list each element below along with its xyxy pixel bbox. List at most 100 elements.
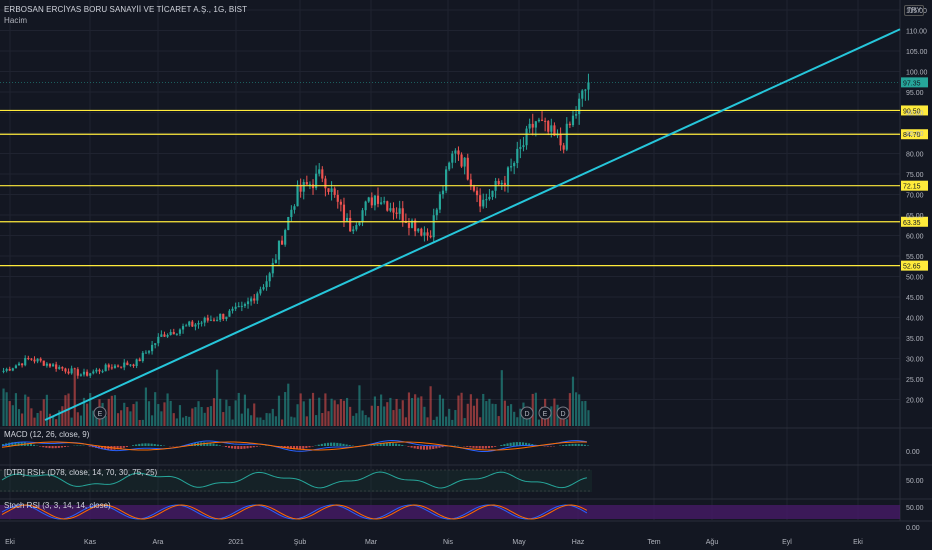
candle-body <box>370 197 373 206</box>
volume-bar <box>506 405 510 426</box>
candle-body <box>92 371 95 374</box>
candle-body <box>86 371 89 376</box>
macd-line <box>1 440 587 452</box>
event-marker[interactable] <box>556 406 570 420</box>
candle-body <box>216 319 219 321</box>
event-marker[interactable] <box>93 406 107 420</box>
rsi-label[interactable]: [DTR] RSI+ (D78, close, 14, 70, 30, 75, … <box>4 468 158 477</box>
candle-body <box>441 190 445 195</box>
candle-body <box>58 367 61 369</box>
level-badge-label: 72.15 <box>903 184 921 191</box>
macd-histogram-bar <box>494 446 497 447</box>
volume-bar <box>565 419 568 426</box>
macd-histogram-bar <box>339 443 342 446</box>
date-tick: Ara <box>153 539 164 546</box>
candle-body <box>522 145 525 148</box>
candle-body <box>497 180 500 185</box>
candle-body <box>120 366 123 368</box>
macd-signal-line <box>1 441 587 451</box>
candle-body <box>376 195 380 204</box>
macd-histogram-bar <box>562 445 565 446</box>
candle-body <box>398 208 401 214</box>
candle-body <box>185 325 188 327</box>
macd-histogram-bar <box>48 446 51 449</box>
volume-bar <box>219 398 222 426</box>
volume-bar <box>485 401 488 426</box>
date-tick: Nis <box>443 539 454 546</box>
volume-bar <box>5 392 8 426</box>
volume-bar <box>42 399 45 426</box>
macd-histogram-bar <box>388 442 392 446</box>
candle-body <box>200 322 203 324</box>
volume-bar <box>513 411 516 426</box>
price-tick: 55.00 <box>906 254 924 261</box>
volume-bar <box>349 406 352 426</box>
macd-histogram-bar <box>119 446 122 449</box>
macd-histogram-bar <box>509 442 512 446</box>
candle-body <box>488 196 491 200</box>
volume-bar <box>89 393 92 426</box>
volume-bar <box>30 408 33 426</box>
macd-histogram-bar <box>147 443 150 446</box>
macd-histogram-bar <box>323 443 327 446</box>
candle-body <box>472 186 476 191</box>
volume-bar <box>472 405 476 426</box>
volume-bar <box>491 403 494 426</box>
volume-bar <box>308 398 312 426</box>
macd-label[interactable]: MACD (12, 26, close, 9) <box>4 430 90 439</box>
macd-histogram-bar <box>583 444 586 446</box>
volume-bar <box>559 413 562 426</box>
macd-histogram-bar <box>224 446 227 448</box>
volume-bar <box>547 411 550 426</box>
candle-body <box>113 365 117 369</box>
volume-bar <box>534 392 537 426</box>
price-tick: 115.00 <box>906 8 927 15</box>
volume-bar <box>82 397 86 426</box>
event-marker-label: E <box>98 411 103 418</box>
candle-body <box>299 184 302 192</box>
macd-histogram-bar <box>125 446 128 447</box>
volume-bar <box>132 404 135 426</box>
volume-bar <box>475 398 479 426</box>
candle-body <box>584 89 587 91</box>
volume-bar <box>70 417 73 426</box>
trend-line[interactable] <box>44 28 901 421</box>
candle-body <box>104 364 107 372</box>
macd-histogram-bar <box>141 443 144 446</box>
volume-bar <box>27 396 30 426</box>
volume-bar <box>95 416 98 426</box>
stoch-rsi-label[interactable]: Stoch RSI (3, 3, 14, 14, close) <box>4 501 111 510</box>
volume-bar <box>311 392 315 426</box>
candle-body <box>361 210 364 223</box>
volume-bar <box>574 392 578 426</box>
macd-histogram-bar <box>29 443 33 446</box>
volume-bar <box>256 417 259 426</box>
price-tick: 70.00 <box>906 193 924 200</box>
macd-histogram-bar <box>249 446 252 448</box>
event-marker[interactable] <box>538 406 552 420</box>
volume-bar <box>181 417 185 426</box>
candle-body <box>463 157 466 167</box>
candle-body <box>172 332 175 335</box>
macd-histogram-bar <box>54 446 57 449</box>
macd-histogram-bar <box>568 444 571 446</box>
candle-body <box>318 169 321 174</box>
volume-bar <box>21 413 24 426</box>
candle-body <box>469 179 472 187</box>
macd-histogram-bar <box>296 446 299 450</box>
event-marker[interactable] <box>520 406 534 420</box>
macd-histogram-bar <box>144 443 147 446</box>
macd-histogram-bar <box>490 446 494 448</box>
macd-histogram-bar <box>484 446 487 449</box>
candle-body <box>33 359 36 362</box>
volume-bar <box>169 400 172 426</box>
macd-histogram-bar <box>231 446 234 449</box>
candle-body <box>475 190 479 196</box>
macd-histogram-bar <box>410 446 413 448</box>
volume-bar <box>494 404 497 426</box>
candle-body <box>574 114 578 116</box>
volume-bar <box>383 406 386 426</box>
candle-body <box>67 371 70 374</box>
volume-bar <box>55 419 58 426</box>
